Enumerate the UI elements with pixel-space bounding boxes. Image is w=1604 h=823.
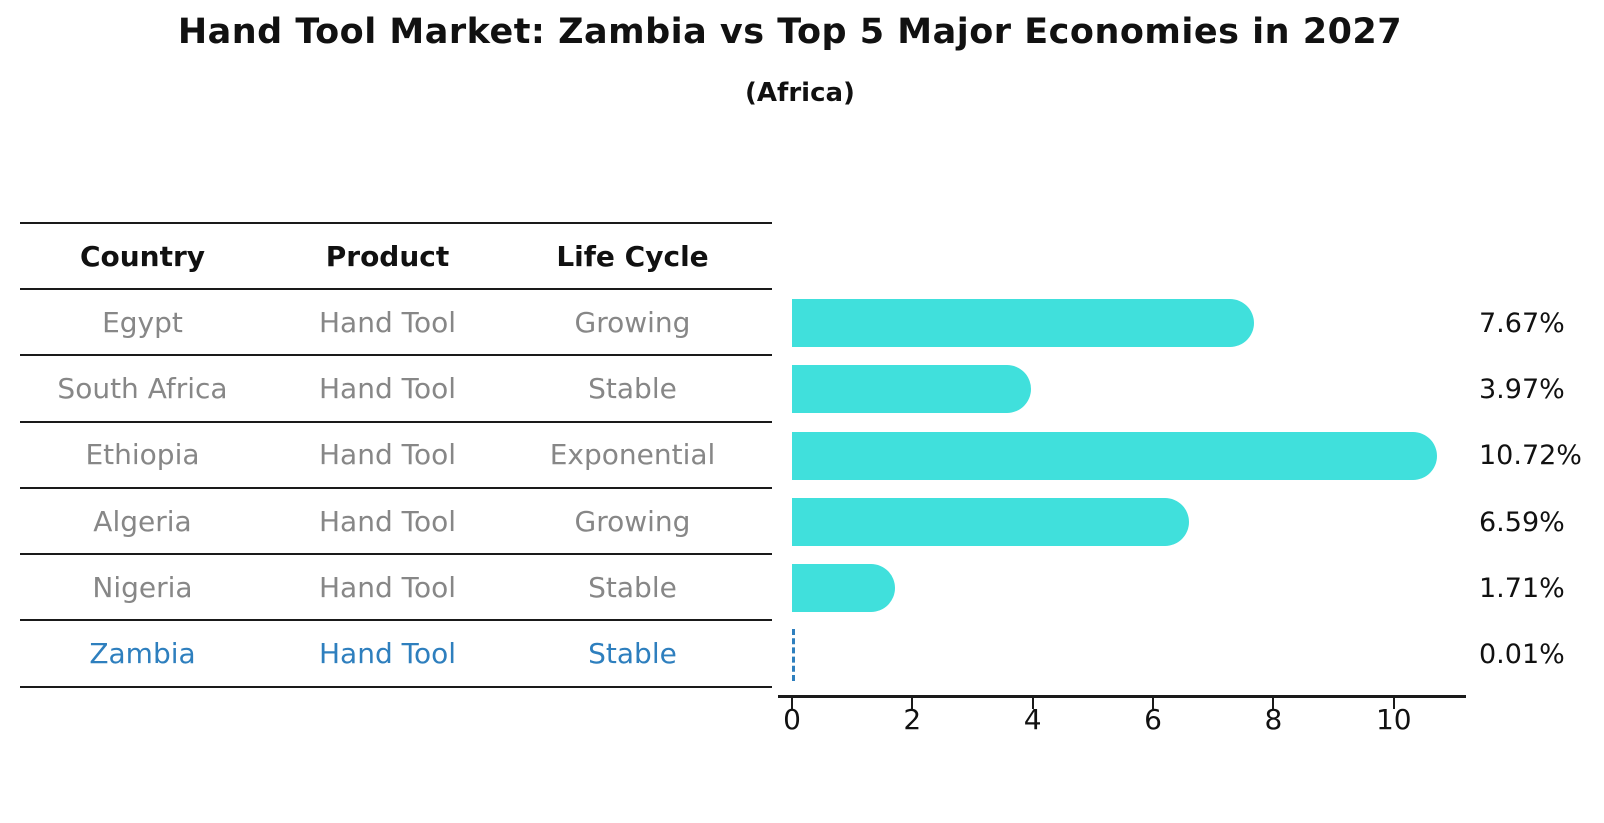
x-axis-tick	[1272, 697, 1275, 709]
cell-lifecycle: Exponential	[549, 438, 716, 472]
chart-subtitle: (Africa)	[745, 78, 855, 108]
cell-product: Hand Tool	[318, 637, 457, 671]
table-header-row: Country Product Life Cycle	[20, 222, 772, 290]
bar-algeria	[792, 497, 1189, 546]
cell-product: Hand Tool	[318, 570, 457, 604]
value-label: 6.59%	[1479, 506, 1565, 538]
x-axis-tick	[1031, 697, 1034, 709]
cell-lifecycle: Stable	[588, 637, 677, 671]
cell-country: Nigeria	[92, 570, 193, 604]
value-label: 1.71%	[1479, 572, 1565, 604]
cell-product: Hand Tool	[318, 305, 457, 339]
bar-egypt	[792, 299, 1254, 347]
cell-country: Egypt	[102, 305, 183, 339]
value-label: 3.97%	[1479, 373, 1565, 405]
col-header-lifecycle: Life Cycle	[556, 239, 709, 273]
value-label: 7.67%	[1479, 307, 1565, 339]
x-axis-line	[778, 695, 1466, 698]
cell-product: Hand Tool	[318, 371, 457, 405]
table-row: Algeria Hand Tool Growing	[20, 489, 772, 556]
x-axis-tick	[911, 697, 914, 709]
cell-lifecycle: Growing	[574, 504, 691, 538]
table-body: Egypt Hand Tool Growing South Africa Hand To…	[20, 290, 772, 688]
table-row: South Africa Hand Tool Stable	[20, 356, 772, 423]
cell-lifecycle: Stable	[588, 570, 677, 604]
cell-country: Algeria	[93, 504, 192, 538]
table-row: Zambia Hand Tool Stable	[20, 621, 772, 688]
x-axis-tick-label: 10	[1375, 703, 1412, 736]
chart-title: Hand Tool Market: Zambia vs Top 5 Major …	[177, 12, 1403, 52]
x-axis-tick-label: 6	[1144, 703, 1162, 736]
bar-ethiopia	[792, 431, 1438, 480]
country-table: Country Product Life Cycle Egypt Hand Too…	[20, 222, 772, 688]
bar-nigeria	[792, 564, 895, 613]
x-axis-tick	[791, 697, 793, 709]
cell-country: South Africa	[57, 371, 228, 405]
col-header-product: Product	[325, 239, 450, 273]
bar-south-africa	[792, 365, 1031, 414]
table-row: Nigeria Hand Tool Stable	[20, 555, 772, 622]
cell-lifecycle: Growing	[574, 305, 691, 339]
x-axis-tick	[1392, 697, 1395, 709]
x-axis-tick-label: 8	[1264, 703, 1283, 736]
x-axis-tick	[1152, 697, 1155, 709]
bar-zambia-dashed	[792, 628, 795, 681]
bar-chart: 0 2 4 6 8 10 7.67% 3.97% 10.72% 6.59% 1.71% 0.01%	[778, 290, 1582, 736]
value-label: 0.01%	[1479, 639, 1565, 671]
table-row: Ethiopia Hand Tool Exponential	[20, 423, 772, 489]
x-axis-tick-label: 0	[783, 703, 801, 736]
cell-country: Zambia	[89, 637, 196, 671]
x-axis-tick-label: 4	[1023, 703, 1042, 736]
value-label: 10.72%	[1479, 440, 1582, 472]
cell-product: Hand Tool	[318, 438, 457, 472]
x-axis-tick-label: 2	[903, 703, 922, 736]
cell-lifecycle: Stable	[588, 371, 677, 405]
cell-product: Hand Tool	[318, 504, 457, 538]
cell-country: Ethiopia	[85, 438, 200, 472]
col-header-country: Country	[79, 239, 206, 273]
table-row: Egypt Hand Tool Growing	[20, 290, 772, 357]
